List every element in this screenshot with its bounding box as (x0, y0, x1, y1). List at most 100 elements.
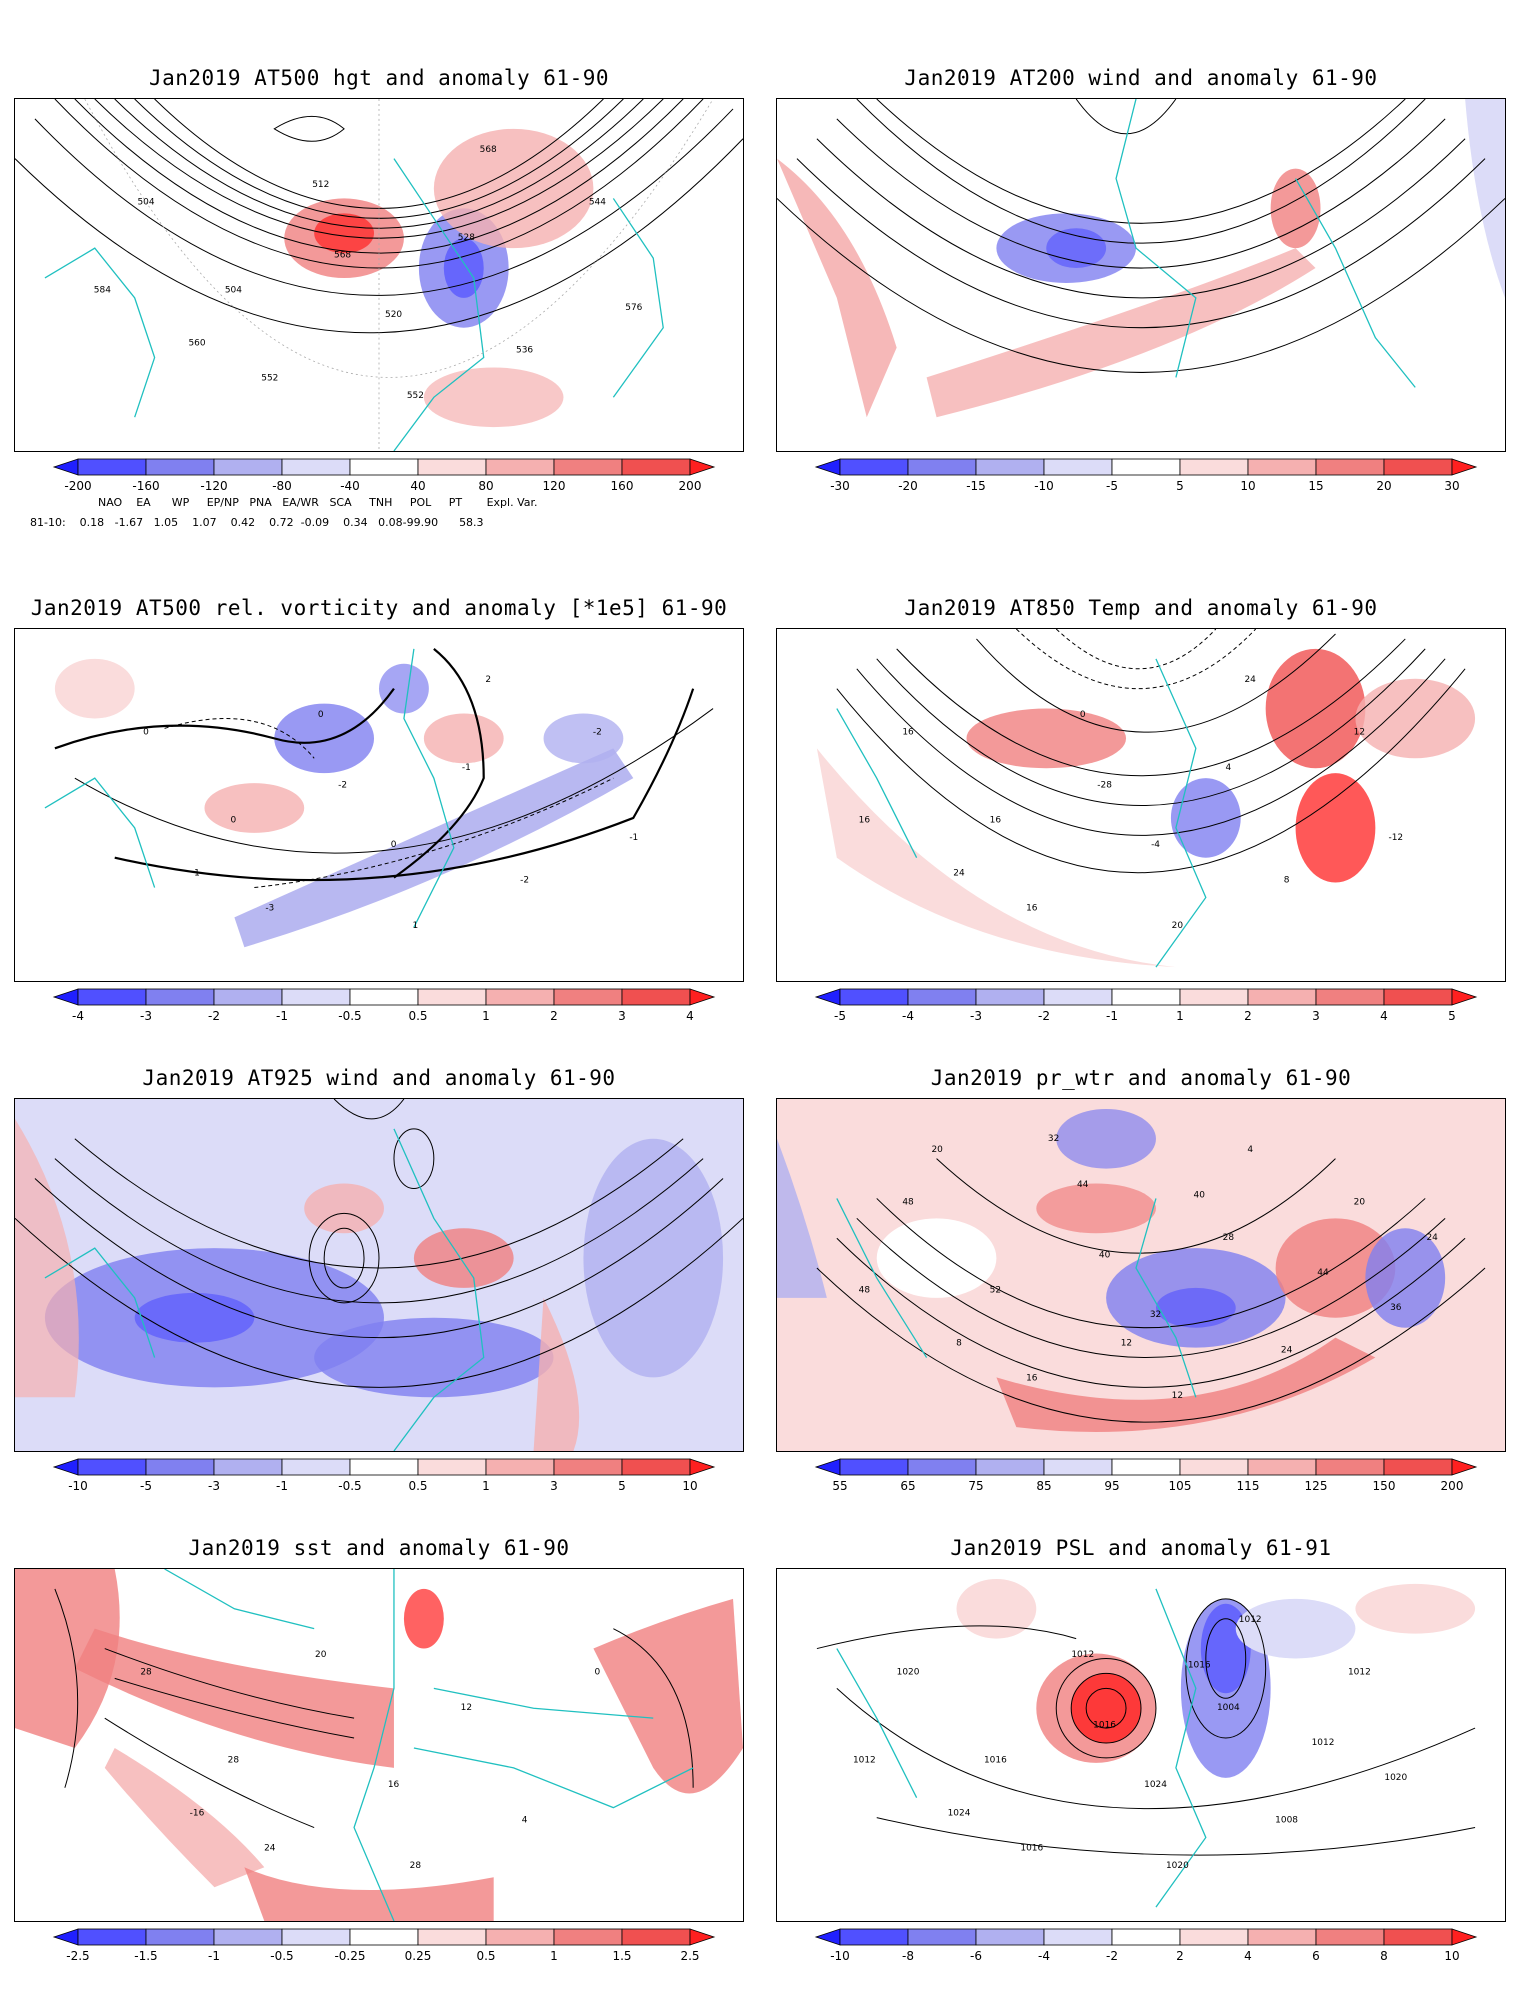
contour-label: 512 (312, 180, 329, 190)
colorbar-segment (1247, 1458, 1317, 1476)
contour-label: 28 (410, 1861, 422, 1871)
panel-title: Jan2019 AT200 wind and anomaly 61-90 (904, 66, 1378, 90)
colorbar-segment (145, 1928, 215, 1946)
colorbar-tick-label: 2 (1244, 1009, 1252, 1023)
colorbar-segment (77, 988, 147, 1006)
colorbar-tick-label: -15 (966, 479, 986, 493)
colorbar-segment (1111, 458, 1181, 476)
colorbar: -10 -8 -6 -4 -2 2 4 6 8 10 (814, 1928, 1478, 1965)
colorbar-tick-label: 0.5 (476, 1949, 495, 1963)
colorbar-tick-label: -20 (898, 479, 918, 493)
map-psl: 1020 1016 1012 1024 1004 1008 1012 1016 1020 1024… (776, 1568, 1506, 1922)
colorbar-segment (349, 1458, 419, 1476)
colorbar-segment (1315, 988, 1385, 1006)
contour-label: 32 (1048, 1134, 1059, 1144)
contour-label: 16 (388, 1780, 400, 1790)
contour-label: 16 (990, 816, 1002, 826)
colorbar-svg: -2.5 -1.5 -1 -0.5 -0.25 0.25 0.5 1 1.5 2.5 (52, 1928, 716, 1963)
colorbar-svg: -30 -20 -15 -10 -5 5 10 15 20 30 (814, 458, 1478, 493)
colorbar-tick-label: 55 (832, 1479, 847, 1493)
colorbar-tick-label: 150 (1373, 1479, 1396, 1493)
colorbar-segment (839, 988, 909, 1006)
colorbar-tick-label: -0.5 (338, 1009, 361, 1023)
map-925wind (14, 1098, 744, 1452)
colorbar-tick-label: 1.5 (612, 1949, 631, 1963)
colorbar-segment (417, 1928, 487, 1946)
map-500hgt: 504 504 512 520 528 536 544 552 552 560 568 568 576 5… (14, 98, 744, 452)
colorbar-segment (621, 988, 691, 1006)
colorbar-tick-label: 2 (550, 1009, 558, 1023)
panel-500hgt: Jan2019 AT500 hgt and anomaly 61-90 (14, 62, 744, 562)
contour-label: -16 (190, 1808, 205, 1818)
colorbar-segment (145, 988, 215, 1006)
contour-label: 0 (318, 710, 324, 720)
map-850temp: 16 16 0 -4 4 8 12 16 20 24 24 -28 -12 16 (776, 628, 1506, 982)
tc-val: 1.07 (192, 516, 217, 529)
contour-label: 520 (385, 310, 402, 320)
contour-label: 560 (188, 338, 205, 348)
colorbar-tick-label: 0.5 (408, 1479, 427, 1493)
map-500vort: 0 0 0 0 -1 -2 -2 -3 1 1 2 -2 -1 (14, 628, 744, 982)
tc-val: 0.18 (79, 516, 105, 529)
contour-label: 1012 (1348, 1668, 1371, 1678)
colorbar-tick-label: 30 (1444, 479, 1459, 493)
colorbar-tick-label: 2 (1176, 1949, 1184, 1963)
contour-label: 24 (1281, 1345, 1293, 1355)
panel-title: Jan2019 PSL and anomaly 61-91 (950, 1536, 1332, 1560)
colorbar-tick-label: 2.5 (680, 1949, 699, 1963)
colorbar-tick-label: -2 (1106, 1949, 1118, 1963)
colorbar-segment (621, 1928, 691, 1946)
tc-wp: WP (171, 496, 190, 509)
contour-label: 1008 (1275, 1815, 1298, 1825)
colorbar-tick-label: -2 (208, 1009, 220, 1023)
contour-label: 8 (956, 1338, 962, 1348)
colorbar-tick-label: -5 (140, 1479, 152, 1493)
colorbar-end-high (1451, 1928, 1478, 1946)
colorbar-segment (213, 988, 283, 1006)
contour-label: 1020 (1166, 1861, 1189, 1871)
colorbar: 55 65 75 85 95 105 115 125 150 200 (814, 1458, 1478, 1495)
colorbar-tick-label: 80 (478, 479, 493, 493)
colorbar-segment (1315, 458, 1385, 476)
panel-psl: Jan2019 PSL and anomaly 61-91 1020 1016 10… (776, 1532, 1506, 1972)
colorbar-tick-label: 3 (1312, 1009, 1320, 1023)
panel-title: Jan2019 AT850 Temp and anomaly 61-90 (904, 596, 1378, 620)
contour-label: 1020 (1384, 1773, 1407, 1783)
tc-eawr: EA/WR (282, 496, 319, 509)
tc-tnh: TNH (369, 496, 393, 509)
contour-label: 504 (137, 198, 154, 208)
panel-title: Jan2019 sst and anomaly 61-90 (188, 1536, 570, 1560)
colorbar-tick-label: 105 (1169, 1479, 1192, 1493)
panel-title: Jan2019 AT925 wind and anomaly 61-90 (142, 1066, 616, 1090)
colorbar-tick-label: 115 (1237, 1479, 1260, 1493)
tc-val: 0.08 (378, 516, 403, 529)
contour-label: 2 (485, 675, 491, 685)
colorbar-tick-label: -2.5 (66, 1949, 89, 1963)
contour-label: 4 (1247, 1145, 1253, 1155)
colorbar-segment (907, 458, 977, 476)
colorbar-segment (485, 1458, 555, 1476)
map-200wind (776, 98, 1506, 452)
contour-label: -1 (629, 833, 638, 843)
colorbar-end-low (814, 1458, 841, 1476)
colorbar-tick-label: 5 (1448, 1009, 1456, 1023)
contour-label: 12 (1121, 1338, 1132, 1348)
colorbar-end-high (1451, 988, 1478, 1006)
colorbar-segment (417, 458, 487, 476)
colorbar-tick-label: 65 (900, 1479, 915, 1493)
tc-epnp: EP/NP (206, 496, 239, 509)
map-sst: 28 28 20 16 12 4 0 24 28 -16 (14, 1568, 744, 1922)
colorbar-svg: -10 -5 -3 -1 -0.5 0.5 1 3 5 10 (52, 1458, 716, 1493)
panel-title: Jan2019 pr_wtr and anomaly 61-90 (930, 1066, 1352, 1090)
contour-label: 1012 (1071, 1650, 1094, 1660)
colorbar-tick-label: 8 (1380, 1949, 1388, 1963)
panel-850temp: Jan2019 AT850 Temp and anomaly 61-90 16 1… (776, 592, 1506, 1032)
colorbar-segment (281, 1928, 351, 1946)
contour-label: 40 (1099, 1250, 1111, 1260)
contour-label: 12 (1172, 1391, 1183, 1401)
colorbar-tick-label: 3 (550, 1479, 558, 1493)
contour-label: 1016 (1188, 1661, 1211, 1671)
colorbar-segment (1179, 1928, 1249, 1946)
colorbar-segment (213, 1458, 283, 1476)
contour-label: 584 (94, 286, 111, 296)
